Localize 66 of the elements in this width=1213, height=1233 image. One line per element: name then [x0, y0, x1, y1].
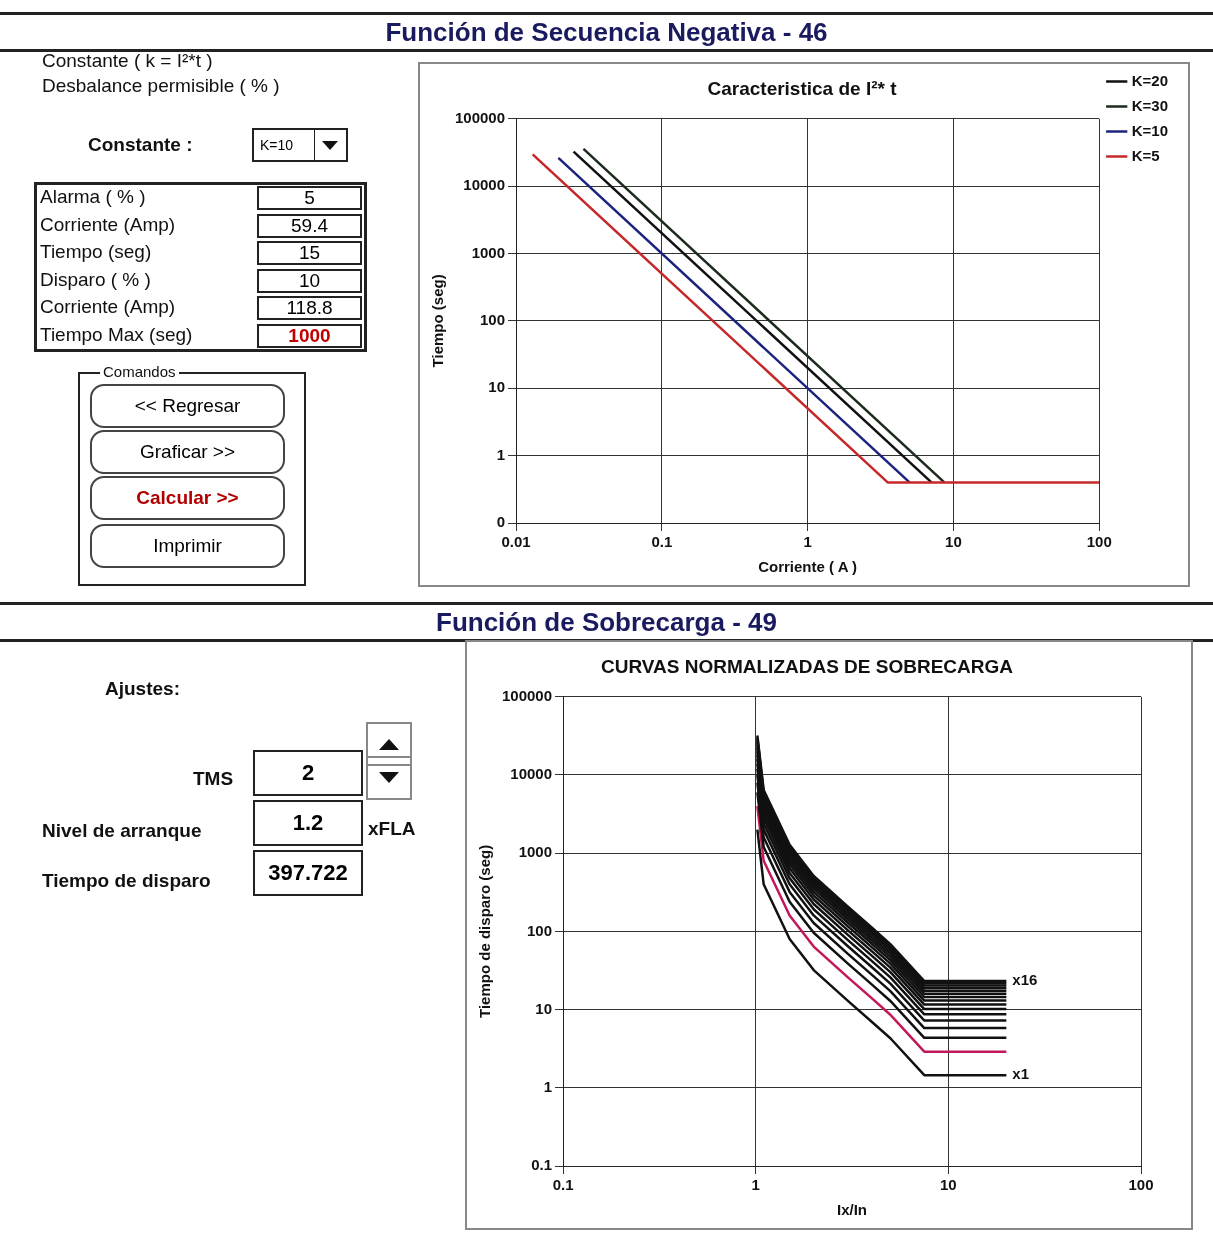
y-tick-label: 1 — [496, 445, 506, 463]
text: Tiempo (seg) — [40, 241, 152, 263]
text: Alarma ( % ) — [40, 186, 146, 208]
text: Tiempo Max (seg) — [40, 324, 193, 346]
y-tick-label: 0 — [496, 513, 506, 531]
text: K=10 — [260, 137, 294, 153]
y-tick-label: 100 — [527, 921, 553, 939]
series-label: x16 — [1012, 971, 1038, 989]
text: Constante ( k = I²*t ) — [42, 50, 213, 72]
y-tick-label: 1 — [543, 1077, 553, 1095]
y-tick-label: 10000 — [510, 765, 553, 783]
text: 15 — [257, 241, 362, 265]
y-tick-label: 1000 — [471, 243, 506, 261]
text: 2 — [253, 750, 363, 796]
text: xFLA — [368, 818, 416, 840]
legend-label: K=10 — [1131, 121, 1168, 139]
text: 1000 — [257, 324, 362, 348]
x-tick-label: 100 — [1086, 533, 1112, 551]
text: 1.2 — [253, 800, 363, 846]
text: Ajustes: — [105, 678, 180, 700]
x-tick-label: 1 — [803, 533, 812, 551]
x-tick-label: 10 — [940, 1176, 957, 1194]
y-tick-label: 10 — [488, 378, 506, 396]
text: Corriente (Amp) — [40, 296, 176, 318]
legend-label: K=20 — [1131, 71, 1168, 89]
text: Función de Secuencia Negativa - 46 — [385, 17, 828, 47]
text: 118.8 — [257, 296, 362, 320]
chart-title: CURVAS NORMALIZADAS DE SOBRECARGA — [600, 655, 1014, 677]
chart-title: Caracteristica de I²* t — [707, 77, 898, 99]
legend-label: K=5 — [1131, 146, 1160, 164]
text: Desbalance permisible ( % ) — [42, 75, 280, 97]
text: 10 — [257, 269, 362, 293]
text: Función de Sobrecarga - 49 — [0, 602, 1213, 642]
x-axis-title: Ix/In — [837, 1201, 868, 1219]
y-axis-title: Tiempo (seg) — [429, 274, 447, 368]
text: << Regresar — [90, 384, 285, 428]
text: Tiempo de disparo — [42, 870, 211, 892]
y-axis-title: Tiempo de disparo (seg) — [476, 844, 494, 1018]
text: 5 — [257, 186, 362, 210]
x-tick-label: 0.1 — [651, 533, 673, 551]
x-tick-label: 10 — [945, 533, 962, 551]
text: Corriente (Amp) — [40, 214, 176, 236]
text: 397.722 — [253, 850, 363, 896]
text: Constante : — [88, 134, 193, 156]
x-tick-label: 1 — [751, 1176, 760, 1194]
text: Graficar >> — [90, 430, 285, 474]
x-tick-label: 0.01 — [501, 533, 531, 551]
y-tick-label: 100000 — [501, 686, 553, 704]
y-tick-label: 1000 — [518, 843, 553, 861]
text: Imprimir — [90, 524, 285, 568]
x-axis-title: Corriente ( A ) — [758, 558, 858, 576]
series-label: x1 — [1012, 1065, 1030, 1083]
y-tick-label: 100000 — [454, 108, 506, 126]
text: TMS — [193, 768, 234, 790]
x-tick-label: 100 — [1128, 1176, 1154, 1194]
text: Disparo ( % ) — [40, 269, 151, 291]
y-tick-label: 0.1 — [531, 1156, 553, 1174]
text: Calcular >> — [90, 476, 285, 520]
text: Comandos — [100, 363, 179, 380]
y-tick-label: 10000 — [463, 176, 506, 194]
text: Nivel de arranque — [42, 820, 202, 842]
x-tick-label: 0.1 — [552, 1176, 574, 1194]
y-tick-label: 100 — [480, 311, 506, 329]
text: 59.4 — [257, 214, 362, 238]
y-tick-label: 10 — [535, 999, 553, 1017]
legend-label: K=30 — [1131, 96, 1168, 114]
